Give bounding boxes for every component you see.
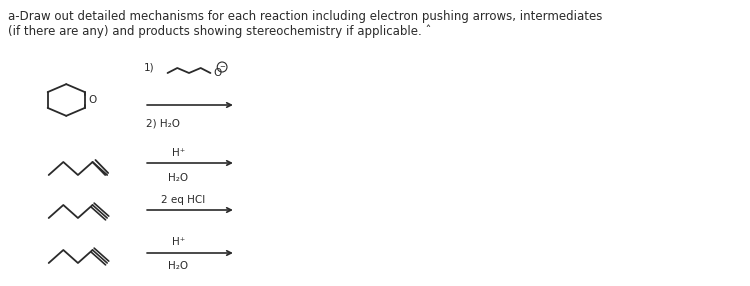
Text: (if there are any) and products showing stereochemistry if applicable. ˆ: (if there are any) and products showing … — [8, 24, 431, 37]
Text: 1): 1) — [144, 63, 154, 73]
Text: H₂O: H₂O — [168, 173, 188, 183]
Text: O: O — [213, 68, 221, 78]
Text: −: − — [219, 64, 225, 70]
Text: O: O — [88, 95, 97, 105]
Text: H⁺: H⁺ — [172, 148, 185, 158]
Text: H⁺: H⁺ — [172, 237, 185, 247]
Text: 2) H₂O: 2) H₂O — [146, 118, 180, 128]
Text: 2 eq HCl: 2 eq HCl — [160, 195, 205, 205]
Text: H₂O: H₂O — [168, 261, 188, 271]
Text: a-Draw out detailed mechanisms for each reaction including electron pushing arro: a-Draw out detailed mechanisms for each … — [8, 10, 602, 23]
